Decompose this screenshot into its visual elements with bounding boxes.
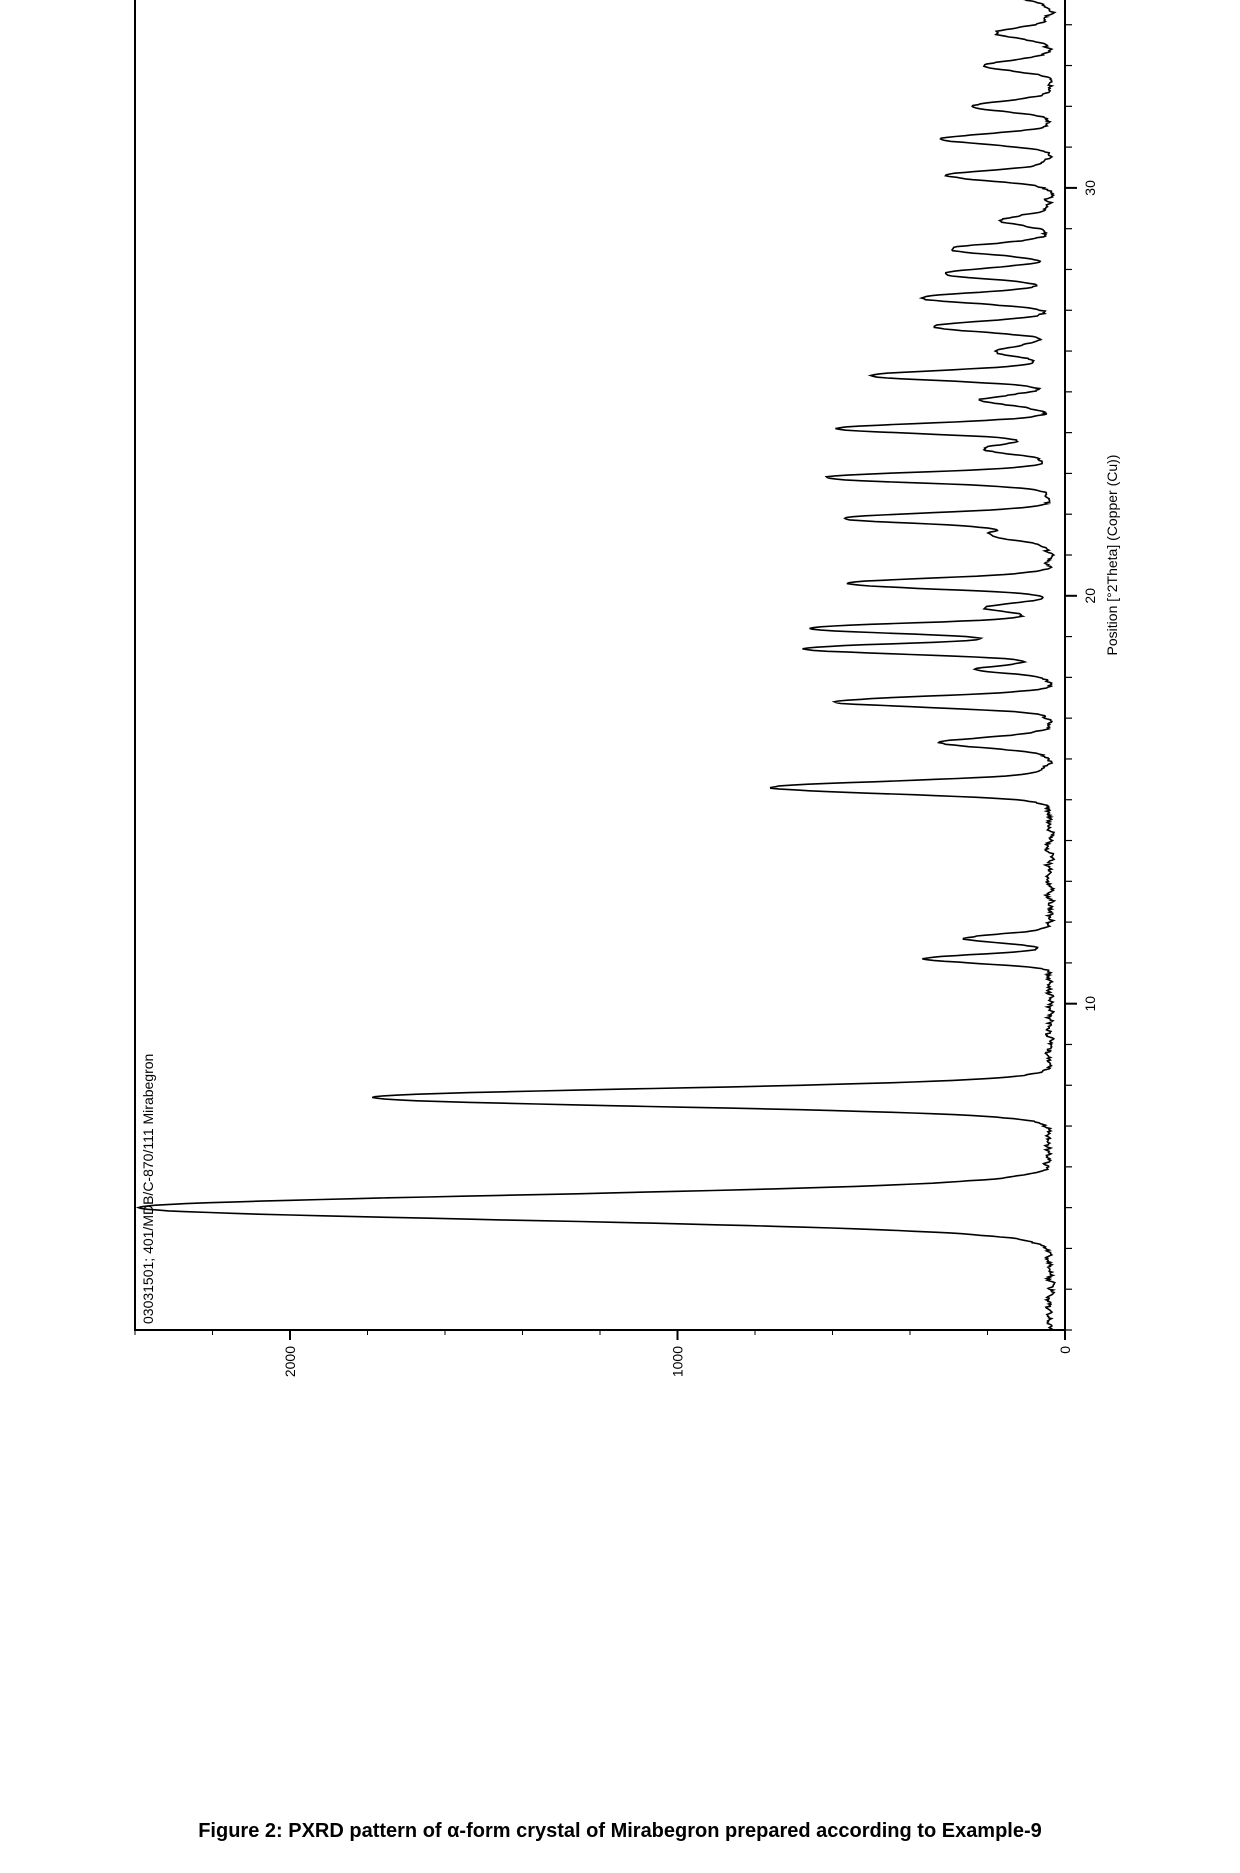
y-tick-label: 2000 [282,1346,298,1377]
figure-caption: Figure 2: PXRD pattern of α-form crystal… [0,1820,1240,1843]
x-tick-label: 30 [1082,180,1098,196]
x-tick-label: 10 [1082,996,1098,1012]
chart-svg: 10203040Position [°2Theta] (Copper (Cu))… [105,0,1135,1410]
sample-label: 03031501; 401/MDB/C-870/111 Mirabegron [140,1054,156,1324]
y-tick-label: 0 [1057,1346,1073,1354]
x-axis-label: Position [°2Theta] (Copper (Cu)) [1104,455,1120,656]
x-tick-label: 20 [1082,588,1098,604]
pxrd-chart: 10203040Position [°2Theta] (Copper (Cu))… [105,0,1135,1410]
y-tick-label: 1000 [670,1346,686,1377]
